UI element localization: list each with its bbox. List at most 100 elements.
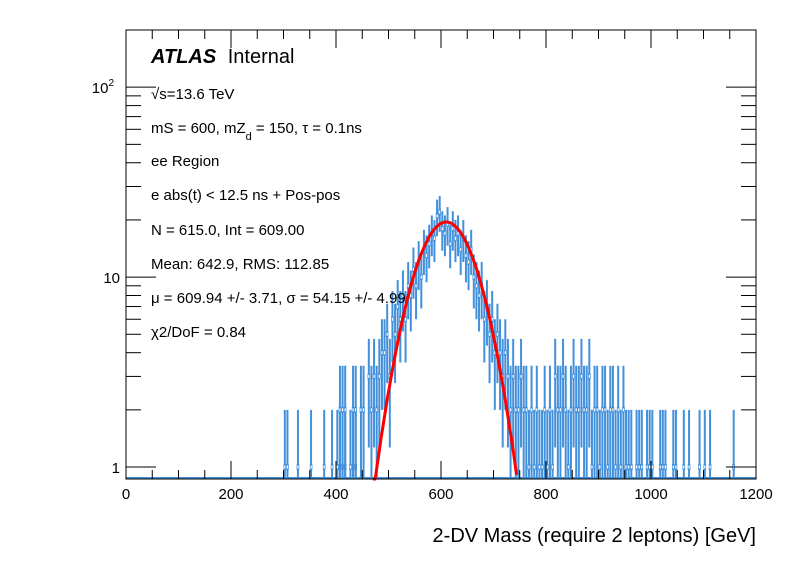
bin-marker-center [410,294,412,298]
bin-marker-center [601,408,604,412]
histogram-bin [664,409,667,479]
histogram-bin [441,211,444,251]
histogram-bin [598,409,602,479]
histogram-bin [703,409,707,479]
histogram-bin [572,338,575,448]
x-tick-label: 800 [533,486,558,503]
bin-marker-center [565,408,567,412]
bin-marker-center [433,236,436,240]
atlas-label-status: Internal [228,46,295,68]
histogram-bin [372,338,376,448]
y-tick-label-base: 1 [112,460,120,477]
bin-marker-center [465,253,467,257]
histogram-bin [546,409,549,479]
histogram-bin [561,338,565,448]
bin-marker-center [460,247,462,251]
histogram-bin [624,409,628,479]
bin-marker-center [475,284,478,288]
histogram-bin [630,409,633,479]
x-tick-label: 0 [122,486,130,503]
bin-marker-center [562,374,564,378]
histogram-bin [640,409,644,479]
histogram-bin [435,199,439,237]
histogram-bin [590,409,594,479]
y-tick-label-base: 10 [92,80,109,97]
bin-marker-center [391,317,394,321]
bin-marker-center [376,408,378,412]
bin-marker-center [404,317,407,321]
histogram-bin [611,365,615,479]
histogram-bin [322,409,326,479]
bin-marker-center [536,408,538,412]
bin-marker-center [491,317,493,321]
bin-marker-center [515,408,517,412]
bin-marker-center [349,465,352,469]
histogram-bin [517,365,520,479]
histogram-bin [551,409,554,479]
histogram-bin [506,338,510,448]
bin-marker-center [662,465,664,469]
histogram-bin [385,303,389,384]
histogram-bin [511,338,515,448]
histogram-bin [682,409,686,479]
x-tick-label: 400 [323,486,348,503]
bin-marker-center [649,465,651,469]
histogram-bin [574,365,578,479]
histogram-bin [614,409,617,479]
bin-marker-center [523,408,525,412]
histogram-bin [509,365,512,479]
bin-marker-center [698,465,701,469]
bin-marker-center [360,408,362,412]
histogram-bin [661,409,665,479]
histogram-bin [569,365,573,479]
histogram-bin [420,254,423,309]
bin-marker-center [412,267,415,271]
histogram-bin [446,207,449,246]
bin-marker-center [454,236,457,240]
bin-marker-center [612,408,614,412]
bin-marker-center [483,317,485,321]
bin-marker-center [704,465,706,469]
bin-marker-center [496,332,499,336]
bin-marker-center [672,465,674,469]
bin-marker-center [509,408,512,412]
bin-marker-center [599,465,601,469]
bin-marker-center [554,374,556,378]
histogram-bin [538,409,541,479]
bin-marker-center [381,351,383,355]
bin-marker-center [473,275,475,279]
bin-marker-center [544,408,546,412]
bin-marker-center [525,408,527,412]
bin-marker-center [373,374,375,378]
histogram-bin [448,224,452,269]
histogram-bin [456,215,460,257]
histogram-bin [635,409,638,479]
histogram-bin [532,409,536,479]
histogram-bin [391,291,394,363]
histogram-bin [658,409,662,479]
bin-marker-center [546,465,548,469]
histogram-bin [527,409,531,479]
histogram-bin [367,338,371,448]
histogram-bin [674,409,678,479]
histogram-bin [349,409,352,479]
histogram-bin [548,365,552,479]
moments-label: Mean: 642.9, RMS: 112.85 [151,256,329,273]
bin-marker-center [397,305,399,309]
bin-marker-center [549,408,551,412]
bin-marker-center [567,465,569,469]
histogram-bin [459,229,462,276]
bin-marker-center [478,294,480,298]
x-tick-label: 1200 [739,486,772,503]
histogram-bin [427,224,431,269]
bin-marker-center [530,408,533,412]
bin-marker-center [583,408,585,412]
bin-marker-center [331,465,333,469]
bin-marker-center [591,465,593,469]
bin-marker-center [512,374,514,378]
bin-marker-center [336,465,338,469]
bin-marker-center [538,465,541,469]
bin-marker-center [457,231,459,235]
energy-label: √s=13.6 TeV [151,86,234,103]
